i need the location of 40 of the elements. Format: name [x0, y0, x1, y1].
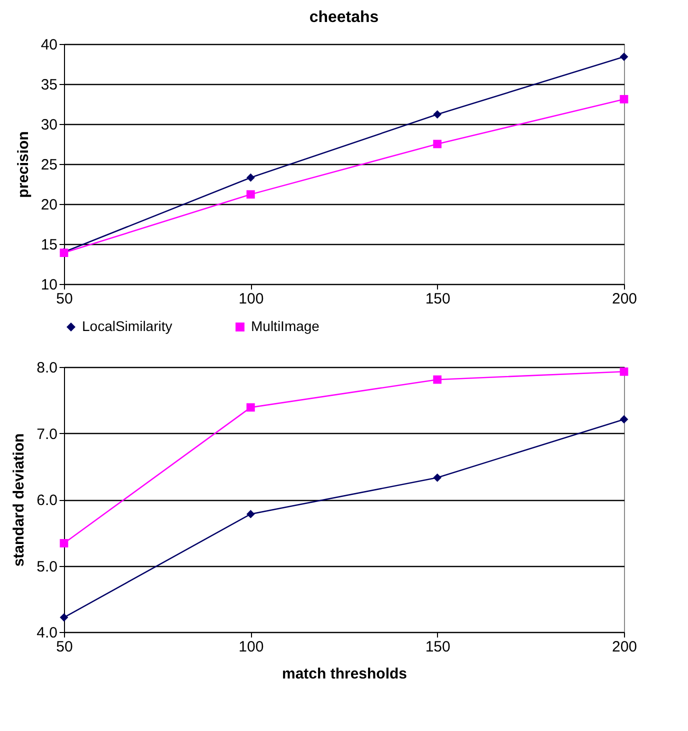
- y-tick-label: 8.0: [36, 360, 58, 376]
- point: [246, 173, 255, 182]
- y-tick-label: 4.0: [36, 624, 58, 642]
- y-axis-title: standard deviation: [10, 433, 28, 567]
- point: [620, 415, 628, 424]
- point: [433, 473, 442, 482]
- point: [60, 539, 68, 548]
- legend-label: LocalSimilarity: [82, 318, 172, 334]
- y-tick-label: 40: [40, 36, 58, 54]
- x-tick-label: 100: [238, 638, 264, 656]
- point: [620, 367, 628, 376]
- point: [433, 375, 442, 384]
- chart-title: cheetahs: [309, 9, 379, 26]
- point: [620, 95, 628, 104]
- y-tick-label: 15: [40, 236, 58, 254]
- x-tick-label: 200: [612, 638, 638, 656]
- y-tick-label: 30: [40, 116, 58, 134]
- x-tick-label: 150: [425, 638, 450, 656]
- x-tick-label: 200: [612, 290, 638, 308]
- x-tick-label: 50: [56, 638, 73, 656]
- y-tick-label: 5.0: [36, 558, 58, 576]
- point: [246, 190, 255, 199]
- x-tick-label: 100: [238, 290, 264, 308]
- x-tick-label: 50: [56, 290, 73, 308]
- point: [433, 140, 442, 148]
- point: [246, 403, 255, 412]
- y-tick-label: 20: [40, 196, 58, 214]
- point: [60, 613, 68, 622]
- legend-label: MultiImage: [251, 318, 320, 334]
- y-axis-title: precision: [14, 131, 32, 198]
- point: [246, 510, 255, 518]
- y-tick-label: 25: [40, 156, 58, 174]
- x-tick-label: 150: [425, 290, 450, 308]
- y-tick-label: 35: [40, 76, 58, 94]
- x-axis-title: match thresholds: [282, 666, 408, 682]
- y-tick-label: 6.0: [36, 492, 58, 509]
- point: [620, 52, 628, 61]
- y-tick-label: 10: [40, 276, 58, 294]
- point: [433, 110, 442, 119]
- y-tick-label: 7.0: [36, 426, 58, 443]
